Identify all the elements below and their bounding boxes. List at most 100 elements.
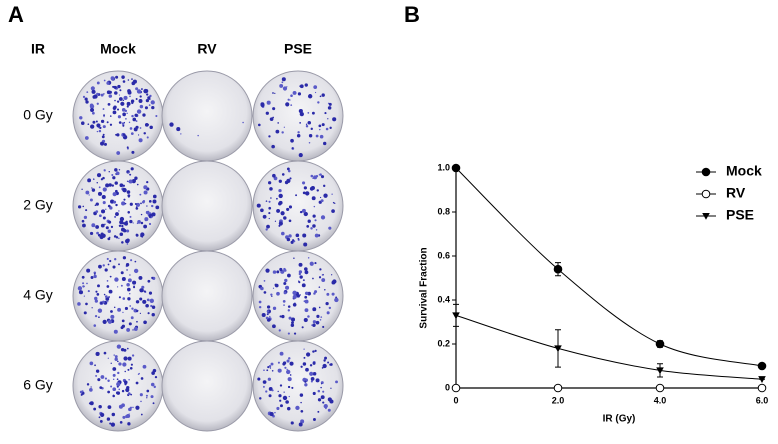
colony — [112, 373, 116, 377]
colony — [121, 389, 125, 393]
colony — [281, 231, 285, 236]
colony — [85, 209, 88, 212]
legend-marker — [702, 212, 710, 220]
colony — [102, 216, 106, 220]
colony — [287, 332, 290, 335]
colony — [289, 99, 291, 101]
colony — [287, 385, 291, 389]
data-point — [758, 376, 766, 383]
colony — [169, 122, 174, 127]
colony — [126, 282, 130, 287]
colony — [116, 382, 121, 387]
colony — [125, 118, 127, 120]
colony — [324, 112, 327, 115]
colony — [272, 92, 274, 94]
colony — [91, 188, 96, 192]
colony — [130, 259, 133, 262]
colony — [151, 276, 154, 279]
colony — [89, 231, 94, 236]
colony — [278, 179, 282, 183]
colony — [151, 305, 156, 309]
colony — [303, 318, 308, 323]
colony — [328, 102, 332, 106]
colony — [83, 311, 87, 315]
colony — [146, 136, 149, 139]
y-tick-label: 0.8 — [437, 206, 450, 216]
colony — [271, 144, 275, 149]
colony — [312, 224, 316, 228]
colony — [115, 212, 119, 216]
colony — [93, 324, 97, 327]
colony — [100, 141, 105, 146]
colony — [89, 104, 95, 109]
colony — [267, 377, 271, 381]
colony — [103, 351, 107, 355]
colony — [320, 395, 325, 400]
colony — [292, 290, 297, 295]
colony — [315, 229, 318, 231]
colony — [331, 274, 333, 276]
colony — [133, 286, 136, 289]
colony — [309, 186, 314, 191]
colony — [274, 411, 276, 414]
colony — [138, 138, 143, 143]
colony — [98, 127, 100, 129]
colony — [145, 394, 148, 397]
colony — [271, 295, 273, 297]
colony — [91, 307, 93, 309]
colony — [96, 173, 102, 178]
colony — [103, 142, 107, 146]
colony — [321, 93, 325, 97]
colony — [146, 389, 150, 393]
colony — [132, 329, 134, 331]
colony — [114, 355, 118, 359]
colony — [268, 217, 270, 220]
colony — [118, 210, 120, 212]
colony — [148, 200, 152, 203]
colony — [110, 385, 113, 388]
y-axis-label: Survival Fraction — [419, 247, 430, 328]
colony — [150, 395, 154, 399]
colony — [123, 356, 128, 361]
colony — [123, 221, 129, 226]
colony — [108, 220, 112, 224]
data-point — [757, 383, 767, 393]
colony — [323, 403, 328, 409]
colony — [118, 94, 121, 96]
colony — [124, 370, 126, 373]
colony — [279, 399, 282, 402]
colony — [102, 187, 107, 192]
colony — [88, 402, 91, 405]
colony — [272, 324, 276, 329]
colony — [127, 422, 131, 426]
colony — [115, 75, 119, 79]
colony — [303, 186, 307, 190]
colony — [135, 207, 139, 210]
colony — [262, 214, 267, 219]
row-header: IR — [31, 41, 45, 57]
colony — [91, 223, 96, 228]
colony — [312, 214, 316, 218]
colony — [289, 374, 292, 376]
colony — [300, 401, 302, 404]
colony — [130, 363, 133, 366]
colony — [106, 417, 111, 421]
colony — [148, 291, 153, 295]
colony — [121, 108, 126, 112]
colony — [99, 126, 102, 130]
colony — [262, 385, 265, 388]
colony — [147, 96, 151, 100]
x-tick-label: 2.0 — [552, 395, 565, 405]
colony — [272, 306, 277, 311]
colony — [143, 290, 146, 293]
colony — [153, 200, 156, 202]
colony — [118, 362, 122, 366]
colony — [136, 89, 142, 94]
colony — [287, 309, 290, 312]
colony — [92, 120, 96, 124]
colony — [127, 392, 131, 396]
colony — [329, 363, 332, 366]
colony — [283, 304, 285, 306]
column-header: RV — [197, 41, 217, 57]
colony — [146, 93, 149, 96]
